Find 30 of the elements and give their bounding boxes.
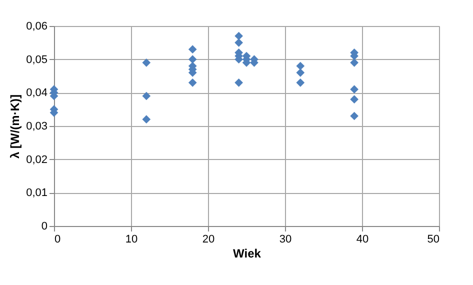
point [188, 78, 197, 87]
x-tick-label: 0 [54, 234, 61, 246]
y-tick-label: 0,06 [26, 20, 48, 32]
y-tick-label: 0,02 [26, 154, 48, 166]
y-tick-label: 0 [41, 220, 48, 232]
point [142, 92, 151, 100]
point [188, 45, 197, 54]
point [234, 78, 243, 87]
point [296, 68, 305, 77]
x-tick-label: 20 [202, 234, 215, 246]
x-axis-title: Wiek [233, 246, 262, 260]
point [234, 38, 243, 47]
x-tick-label: 50 [427, 234, 440, 246]
point [350, 112, 358, 120]
point [142, 115, 151, 124]
point [350, 58, 358, 67]
point [188, 55, 197, 64]
x-tick-label: 30 [279, 234, 292, 246]
x-tick-label: 10 [125, 234, 138, 246]
point [296, 62, 305, 70]
y-tick-label: 0,04 [26, 87, 48, 100]
point [296, 78, 305, 87]
y-axis-title: λ [W/(m·K)] [8, 94, 22, 158]
point [350, 95, 358, 104]
point [142, 58, 151, 67]
y-tick-label: 0,03 [26, 120, 48, 132]
point [350, 85, 358, 94]
x-tick-label: 40 [356, 234, 369, 246]
y-tick-label: 0,05 [26, 54, 48, 66]
y-tick-label: 0,01 [26, 187, 48, 200]
